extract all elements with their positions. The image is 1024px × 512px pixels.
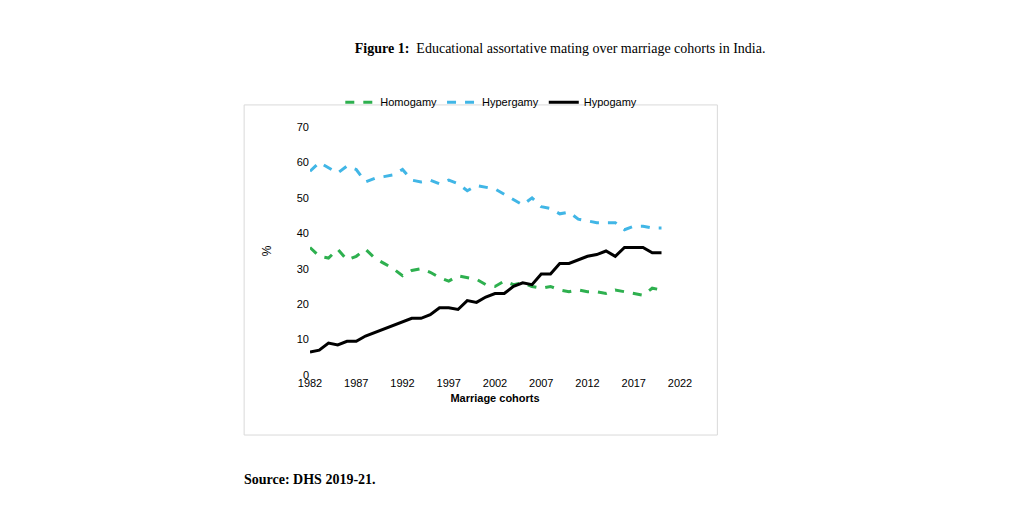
svg-text:2007: 2007 bbox=[529, 377, 553, 389]
svg-text:Source: DHS 2019-21.: Source: DHS 2019-21. bbox=[244, 472, 376, 487]
svg-text:2017: 2017 bbox=[622, 377, 646, 389]
svg-text:Hypogamy: Hypogamy bbox=[584, 96, 637, 108]
svg-text:70: 70 bbox=[297, 121, 309, 133]
svg-text:1982: 1982 bbox=[298, 377, 322, 389]
svg-text:%: % bbox=[260, 245, 274, 256]
svg-text:2022: 2022 bbox=[668, 377, 692, 389]
svg-text:40: 40 bbox=[297, 227, 309, 239]
svg-text:50: 50 bbox=[297, 192, 309, 204]
svg-text:1997: 1997 bbox=[437, 377, 461, 389]
svg-text:Hypergamy: Hypergamy bbox=[482, 96, 539, 108]
svg-text:10: 10 bbox=[297, 333, 309, 345]
svg-text:Marriage cohorts: Marriage cohorts bbox=[450, 392, 539, 404]
svg-text:1992: 1992 bbox=[390, 377, 414, 389]
svg-text:20: 20 bbox=[297, 298, 309, 310]
svg-text:2002: 2002 bbox=[483, 377, 507, 389]
svg-text:0: 0 bbox=[303, 369, 309, 381]
svg-text:60: 60 bbox=[297, 156, 309, 168]
svg-text:Homogamy: Homogamy bbox=[380, 96, 437, 108]
svg-text:Figure 1: Educational assorta: Figure 1: Educational assortative mating… bbox=[355, 41, 766, 56]
svg-text:2012: 2012 bbox=[575, 377, 599, 389]
svg-text:1987: 1987 bbox=[344, 377, 368, 389]
svg-text:30: 30 bbox=[297, 263, 309, 275]
